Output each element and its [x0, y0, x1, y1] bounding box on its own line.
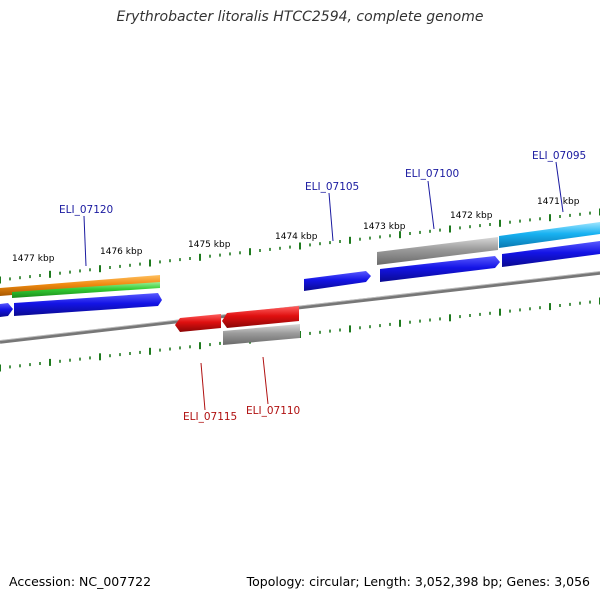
gene-gray-bar-eli-07100[interactable] — [377, 237, 498, 265]
gene-blue-arrow-left-edge[interactable] — [0, 303, 13, 317]
gene-red-arrow-eli-07115[interactable] — [175, 314, 221, 332]
genome-backbone — [0, 271, 600, 344]
gene-blue-arrow-eli-07120[interactable] — [14, 293, 162, 316]
scale-label-1473: 1473 kbp — [363, 222, 406, 232]
leader-line-eli-07105 — [328, 192, 334, 242]
gene-label-eli-07115[interactable]: ELI_07115 — [183, 411, 237, 423]
gene-label-eli-07105[interactable]: ELI_07105 — [305, 181, 359, 193]
gene-label-eli-07100[interactable]: ELI_07100 — [405, 168, 459, 180]
leader-line-eli-07110 — [262, 356, 269, 405]
gene-blue-arrow-eli-07095[interactable] — [502, 241, 600, 267]
leader-line-eli-07100 — [427, 180, 435, 230]
gene-green-bar[interactable] — [12, 282, 160, 298]
scale-label-1477: 1477 kbp — [12, 254, 55, 264]
gene-red-arrow-eli-07110[interactable] — [222, 306, 299, 328]
scale-label-1474: 1474 kbp — [275, 232, 318, 242]
outer-scale-ticks — [0, 208, 600, 284]
leader-line-eli-07115 — [200, 362, 206, 411]
genome-backbone-highlight — [0, 271, 600, 341]
scale-label-1471: 1471 kbp — [537, 197, 580, 207]
accession-text: Accession: NC_007722 — [9, 574, 152, 589]
gene-label-eli-07120[interactable]: ELI_07120 — [59, 204, 113, 216]
scale-label-1472: 1472 kbp — [450, 211, 493, 221]
scale-label-1475: 1475 kbp — [188, 240, 231, 250]
map-title: Erythrobacter litoralis HTCC2594, comple… — [116, 9, 484, 25]
leader-line-eli-07095 — [555, 161, 564, 213]
gene-label-eli-07095[interactable]: ELI_07095 — [532, 150, 586, 162]
scale-label-1476: 1476 kbp — [100, 247, 143, 257]
leader-line-eli-07120 — [83, 215, 87, 267]
gene-blue-arrow-eli-07105[interactable] — [304, 271, 371, 291]
gene-blue-arrow-eli-07100[interactable] — [380, 256, 500, 282]
gene-cyan-bar-eli-07095[interactable] — [499, 222, 600, 248]
genome-summary-text: Topology: circular; Length: 3,052,398 bp… — [246, 574, 590, 589]
gene-gray-bar-eli-07110[interactable] — [223, 324, 300, 345]
gene-label-eli-07110[interactable]: ELI_07110 — [246, 405, 300, 417]
